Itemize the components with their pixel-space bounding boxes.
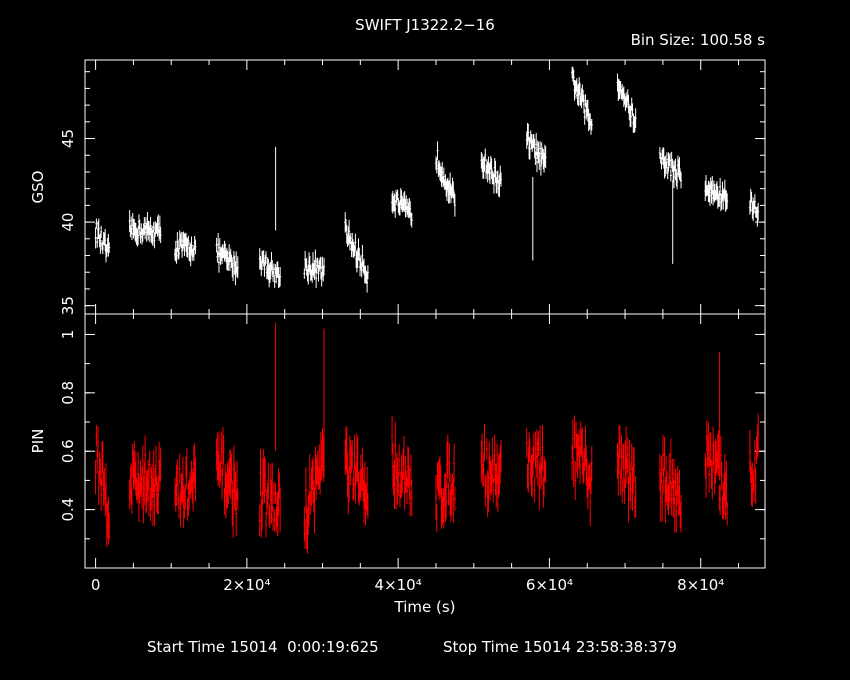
pin-panel: 0.4 0.6 0.8 1 0 2×10⁴ 4×10⁴ 6×10⁴ 8×10⁴ PIN Time… bbox=[29, 313, 766, 616]
data-segment bbox=[258, 448, 282, 538]
bin-size-label: Bin Size: 100.58 s bbox=[631, 31, 766, 49]
data-segment bbox=[748, 188, 760, 227]
gso-panel-frame bbox=[84, 59, 766, 315]
y-tick-label: 45 bbox=[59, 129, 77, 148]
data-segment bbox=[344, 426, 369, 526]
data-segment bbox=[344, 212, 369, 293]
y-tick-label: 0.4 bbox=[59, 498, 77, 522]
data-segment bbox=[571, 415, 593, 527]
y-tick-label: 0.8 bbox=[59, 381, 77, 405]
data-segment bbox=[215, 233, 239, 286]
x-tick-label: 6×10⁴ bbox=[526, 576, 573, 594]
data-segment bbox=[571, 66, 593, 135]
data-segment bbox=[391, 187, 413, 228]
start-time: Start Time 15014 0:00:19:625 bbox=[147, 638, 379, 656]
pin-series bbox=[94, 322, 760, 554]
pin-panel-frame bbox=[84, 313, 766, 569]
data-segment bbox=[480, 148, 503, 198]
x-tick-label: 2×10⁴ bbox=[223, 576, 270, 594]
data-segment bbox=[94, 424, 111, 547]
data-segment bbox=[303, 428, 326, 554]
pin-axis-ticks: 0.4 0.6 0.8 1 0 2×10⁴ 4×10⁴ 6×10⁴ 8×10⁴ bbox=[59, 314, 765, 594]
data-segment bbox=[480, 423, 503, 518]
pin-y-label: PIN bbox=[29, 429, 47, 454]
data-segment bbox=[128, 435, 162, 527]
y-tick-label: 1 bbox=[59, 330, 77, 340]
data-segment bbox=[658, 434, 683, 533]
gso-axis-ticks: 35 40 45 bbox=[59, 60, 765, 315]
data-segment bbox=[128, 210, 162, 249]
data-segment bbox=[391, 415, 413, 517]
data-segment bbox=[434, 141, 456, 217]
data-segment bbox=[616, 425, 637, 523]
data-segment bbox=[658, 146, 683, 190]
data-segment bbox=[434, 434, 456, 532]
data-segment bbox=[525, 122, 547, 176]
y-tick-label: 0.6 bbox=[59, 439, 77, 463]
gso-panel: 35 40 45 GSO bbox=[29, 59, 766, 315]
data-segment bbox=[704, 175, 729, 212]
x-tick-label: 8×10⁴ bbox=[677, 576, 724, 594]
x-tick-label: 4×10⁴ bbox=[375, 576, 422, 594]
y-tick-label: 40 bbox=[59, 213, 77, 232]
data-segment bbox=[174, 443, 197, 528]
chart-title: SWIFT J1322.2−16 bbox=[355, 16, 495, 34]
data-segment bbox=[303, 249, 326, 288]
data-segment bbox=[174, 230, 197, 267]
x-tick-label: 0 bbox=[91, 576, 101, 594]
data-segment bbox=[258, 248, 282, 288]
data-segment bbox=[215, 426, 239, 538]
gso-y-label: GSO bbox=[29, 171, 47, 204]
gso-series bbox=[94, 66, 760, 293]
x-axis-label: Time (s) bbox=[394, 598, 456, 616]
data-segment bbox=[616, 73, 637, 133]
data-segment bbox=[525, 425, 547, 510]
data-segment bbox=[94, 218, 111, 263]
y-tick-label: 35 bbox=[59, 296, 77, 315]
stop-time: Stop Time 15014 23:58:38:379 bbox=[443, 638, 677, 656]
data-segment bbox=[748, 413, 760, 508]
data-segment bbox=[704, 419, 729, 526]
